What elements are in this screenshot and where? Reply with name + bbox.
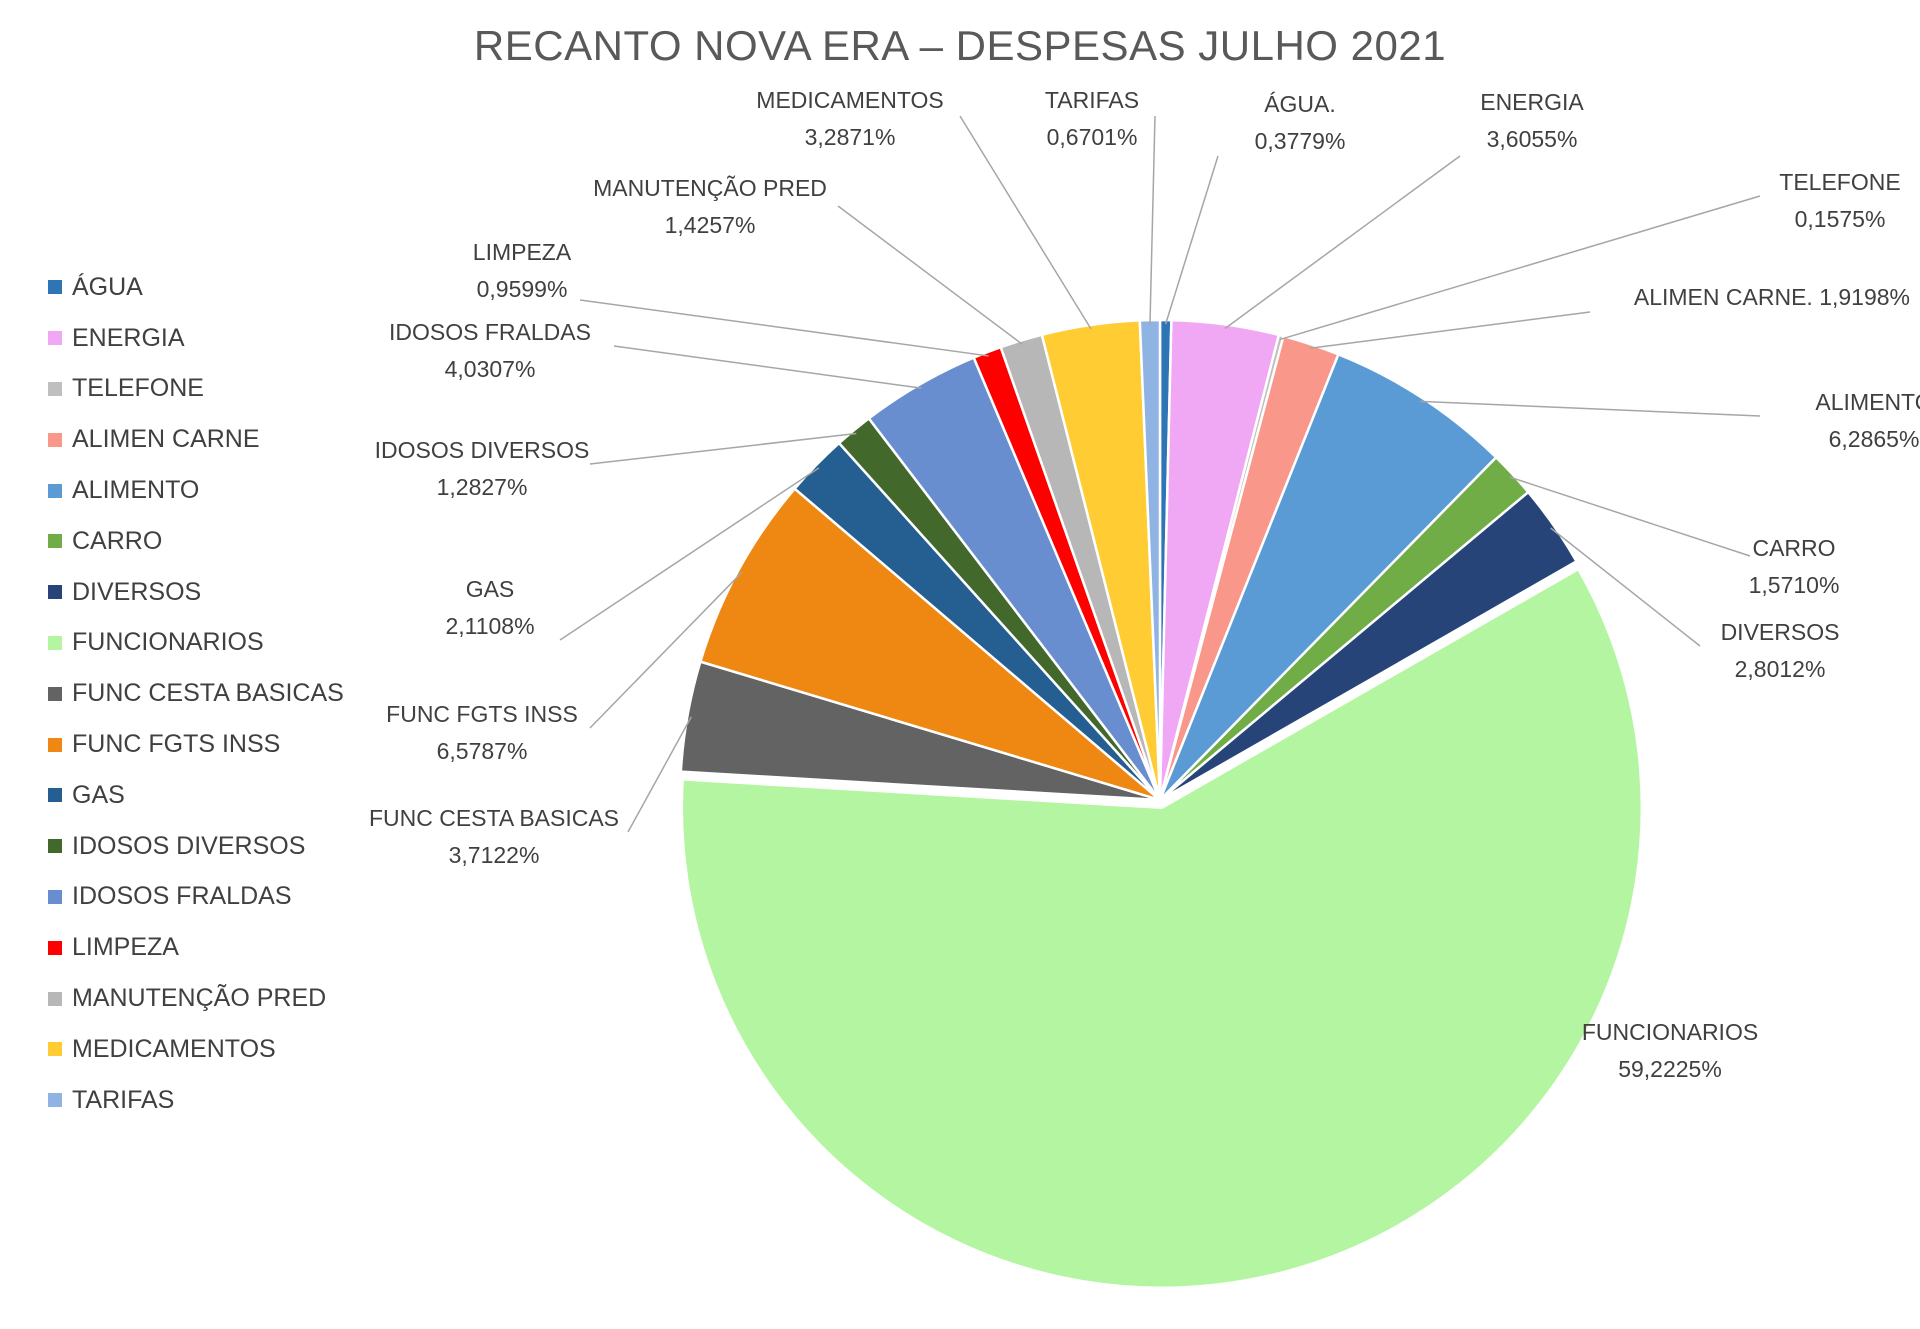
legend-item--gua: ÁGUA [48, 262, 378, 313]
legend-item-idosos-fraldas: IDOSOS FRALDAS [48, 872, 378, 923]
data-label-diversos: DIVERSOS 2,8012% [1721, 619, 1840, 682]
legend-label: FUNC FGTS INSS [72, 730, 281, 759]
legend-swatch [48, 839, 62, 854]
leader-lines [559, 115, 1761, 833]
data-label-alimen-carne: ALIMEN CARNE. 1,9198% [1634, 284, 1910, 310]
legend-label: ALIMEN CARNE [72, 425, 260, 454]
data-label-medicamentos: MEDICAMENTOS 3,2871% [756, 87, 943, 150]
legend-label: LIMPEZA [72, 933, 179, 962]
data-label-func-fgts-inss: FUNC FGTS INSS 6,5787% [386, 701, 578, 764]
legend-item-gas: GAS [48, 770, 378, 821]
legend-item-diversos: DIVERSOS [48, 567, 378, 618]
legend: ÁGUA ENERGIA TELEFONE ALIMEN CARNE ALIMENTO C… [48, 262, 378, 1126]
data-label-alimento: ALIMENTO6,2865% [1815, 389, 1920, 452]
legend-item-tarifas: TARIFAS [48, 1075, 378, 1126]
legend-swatch [48, 686, 62, 701]
data-labels: ÁGUA. 0,3779% ENERGIA 3,6055% TELEFONE 0,1575… [369, 87, 1920, 1082]
legend-swatch [48, 635, 62, 650]
legend-item-limpeza: LIMPEZA [48, 922, 378, 973]
leader-alimento [1420, 400, 1761, 417]
data-label-funcionarios: FUNCIONARIOS 59,2225% [1582, 1019, 1758, 1082]
legend-item-idosos-diversos: IDOSOS DIVERSOS [48, 821, 378, 872]
legend-label: IDOSOS DIVERSOS [72, 831, 306, 860]
legend-swatch [48, 381, 62, 396]
slice-func-fgts-inss [698, 486, 1161, 802]
data-label-limpeza: LIMPEZA 0,9599% [473, 239, 572, 302]
data-label-idosos-diversos: IDOSOS DIVERSOS 1,2827% [375, 437, 590, 500]
legend-item-funcionarios: FUNCIONARIOS [48, 618, 378, 669]
legend-item-medicamentos: MEDICAMENTOS [48, 1024, 378, 1075]
legend-label: ÁGUA [72, 272, 143, 301]
leader-limpeza [579, 299, 989, 357]
legend-label: TARIFAS [72, 1085, 175, 1114]
legend-label: DIVERSOS [72, 577, 202, 606]
leader-idosos-fraldas [613, 345, 922, 389]
legend-item-telefone: TELEFONE [48, 364, 378, 415]
leader-tarifas [1149, 115, 1156, 325]
legend-label: ALIMENTO [72, 476, 200, 505]
data-label-telefone: TELEFONE 0,1575% [1779, 169, 1900, 232]
data-label-manuten-o-pred: MANUTENÇÃO PRED 1,4257% [593, 175, 827, 238]
legend-swatch [48, 991, 62, 1006]
legend-item-energia: ENERGIA [48, 313, 378, 364]
legend-swatch [48, 788, 62, 803]
pie-slices [679, 318, 1644, 1290]
data-label-idosos-fraldas: IDOSOS FRALDAS 4,0307% [389, 319, 591, 382]
leader-alimen-carne [1309, 311, 1591, 349]
slice-alimento [1158, 352, 1498, 801]
leader-diversos [1550, 527, 1701, 647]
slice-diversos [1159, 490, 1579, 802]
legend-item-alimen-carne: ALIMEN CARNE [48, 414, 378, 465]
legend-swatch [48, 534, 62, 549]
legend-swatch [48, 1093, 62, 1108]
legend-swatch [48, 737, 62, 752]
chart-title: RECANTO NOVA ERA – DESPESAS JULHO 2021 [473, 22, 1447, 69]
legend-swatch [48, 889, 62, 904]
legend-item-func-cesta-basicas: FUNC CESTA BASICAS [48, 668, 378, 719]
leader--gua [1164, 155, 1219, 325]
leader-gas [559, 467, 820, 641]
leader-telefone [1279, 195, 1761, 341]
legend-item-carro: CARRO [48, 516, 378, 567]
leader-energia [1224, 155, 1461, 330]
legend-label: CARRO [72, 526, 163, 555]
legend-swatch [48, 940, 62, 955]
legend-label: ENERGIA [72, 323, 185, 352]
data-label-carro: CARRO 1,5710% [1749, 535, 1840, 598]
legend-label: MEDICAMENTOS [72, 1034, 276, 1063]
legend-swatch [48, 432, 62, 447]
legend-item-manuten-o-pred: MANUTENÇÃO PRED [48, 973, 378, 1024]
legend-swatch [48, 585, 62, 600]
legend-item-func-fgts-inss: FUNC FGTS INSS [48, 719, 378, 770]
leader-func-cesta-basicas [627, 716, 692, 833]
legend-swatch [48, 331, 62, 346]
data-label--gua: ÁGUA. 0,3779% [1255, 91, 1346, 154]
data-label-energia: ENERGIA 3,6055% [1480, 89, 1584, 152]
legend-swatch [48, 280, 62, 295]
legend-item-alimento: ALIMENTO [48, 465, 378, 516]
leader-medicamentos [959, 115, 1092, 330]
data-label-func-cesta-basicas: FUNC CESTA BASICAS 3,7122% [369, 805, 619, 868]
slice-funcionarios [680, 567, 1644, 1290]
leader-func-fgts-inss [589, 571, 743, 729]
legend-swatch [48, 1042, 62, 1057]
legend-swatch [48, 483, 62, 498]
legend-label: FUNCIONARIOS [72, 628, 264, 657]
legend-label: IDOSOS FRALDAS [72, 882, 292, 911]
leader-idosos-diversos [589, 432, 857, 465]
leader-manuten-o-pred [837, 205, 1023, 345]
leader-carro [1509, 476, 1751, 557]
legend-label: MANUTENÇÃO PRED [72, 984, 327, 1013]
legend-label: FUNC CESTA BASICAS [72, 679, 344, 708]
legend-label: TELEFONE [72, 374, 204, 403]
legend-label: GAS [72, 780, 125, 809]
data-label-gas: GAS 2,1108% [445, 576, 534, 639]
data-label-tarifas: TARIFAS 0,6701% [1045, 87, 1139, 150]
